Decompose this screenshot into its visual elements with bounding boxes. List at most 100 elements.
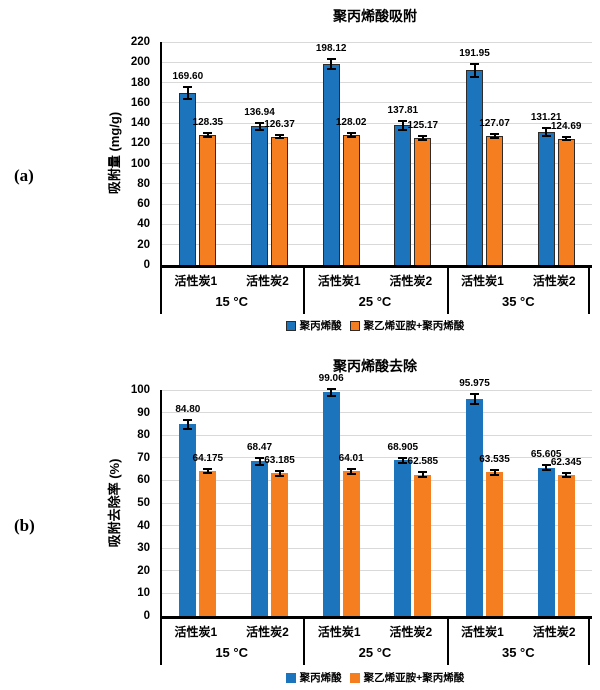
legend-item: 聚丙烯酸 xyxy=(285,318,342,333)
error-bar xyxy=(275,134,284,140)
bar-value-label: 95.975 xyxy=(459,378,490,390)
bar xyxy=(557,475,575,616)
error-bar xyxy=(561,136,571,142)
bar-value-label: 127.07 xyxy=(479,118,510,130)
axis-divider xyxy=(160,268,162,314)
subgroup-label: 活性炭1 xyxy=(461,625,504,639)
y-tick-label: 60 xyxy=(137,474,150,487)
y-tick-label: 80 xyxy=(137,429,150,442)
y-tick-label: 60 xyxy=(137,198,150,211)
error-bar xyxy=(418,135,428,142)
legend-swatch xyxy=(285,672,296,683)
legend-label: 聚乙烯亚胺+聚丙烯酸 xyxy=(363,672,465,684)
axis-divider xyxy=(588,268,590,314)
subgroup-label: 活性炭2 xyxy=(532,625,576,639)
bar-value-label: 191.95 xyxy=(459,48,490,60)
error-bar xyxy=(398,119,408,131)
bar-value-label: 68.905 xyxy=(387,441,419,453)
group-label: 35 °C xyxy=(501,294,535,309)
bar-value-label: 136.94 xyxy=(244,106,275,118)
panel-label-b: (b) xyxy=(14,516,35,535)
gridline xyxy=(162,479,592,481)
bar xyxy=(322,392,340,616)
bar-value-label: 124.69 xyxy=(550,121,582,133)
gridline xyxy=(162,203,592,205)
subgroup-label: 活性炭2 xyxy=(389,274,433,288)
subgroup-label: 活性炭2 xyxy=(389,625,433,639)
y-tick-label: 40 xyxy=(137,519,150,532)
error-bar xyxy=(183,418,193,430)
group-label: 15 °C xyxy=(215,294,248,309)
legend-item: 聚乙烯亚胺+聚丙烯酸 xyxy=(349,670,465,685)
error-bar xyxy=(203,131,213,138)
error-bar xyxy=(541,126,551,138)
error-bar xyxy=(183,85,193,101)
bar xyxy=(199,470,217,616)
y-tick-label: 0 xyxy=(143,610,150,622)
y-tick-label: 160 xyxy=(130,96,150,109)
gridline xyxy=(162,592,592,594)
error-bar xyxy=(346,132,356,139)
subgroup-label: 活性炭1 xyxy=(317,625,361,639)
subgroup-label: 活性炭1 xyxy=(174,274,218,288)
gridline xyxy=(162,223,592,225)
gridline xyxy=(162,502,592,504)
y-tick-label: 90 xyxy=(137,406,150,419)
gridline xyxy=(162,244,592,246)
y-axis-ticks: 0 20 40 60 80 100 120 140 160 180 200 220 xyxy=(104,36,150,271)
axis-divider xyxy=(303,268,306,314)
error-bar xyxy=(490,133,499,140)
bar xyxy=(251,461,268,616)
error-bar xyxy=(203,467,213,475)
subgroup-label: 活性炭1 xyxy=(317,274,361,288)
bar-value-label: 84.80 xyxy=(175,403,201,415)
legend-label: 聚丙烯酸 xyxy=(299,672,342,684)
bar-value-label: 128.35 xyxy=(192,116,224,128)
error-bar xyxy=(470,63,479,78)
error-bar xyxy=(326,387,336,397)
axis-divider xyxy=(303,619,306,665)
gridline xyxy=(162,82,592,84)
error-bar xyxy=(346,467,356,475)
error-bar xyxy=(326,58,336,71)
bar xyxy=(271,473,288,616)
bar-value-label: 68.47 xyxy=(246,441,273,453)
y-tick-label: 200 xyxy=(130,56,150,69)
bar xyxy=(414,474,432,616)
y-tick-label: 100 xyxy=(130,384,150,396)
legend-label: 聚丙烯酸 xyxy=(299,320,342,332)
subgroup-label: 活性炭1 xyxy=(461,274,504,288)
bar-value-label: 169.60 xyxy=(172,70,204,82)
error-bar xyxy=(255,121,264,131)
error-bar xyxy=(255,456,264,466)
legend-swatch xyxy=(285,320,296,331)
gridline xyxy=(162,412,592,414)
plot-area: 169.60 136.94 198.12 137.81 191.95 131.21 128.… xyxy=(160,41,592,268)
axis-divider xyxy=(588,619,590,665)
error-bar xyxy=(418,471,428,478)
gridline xyxy=(162,457,592,459)
y-tick-label: 220 xyxy=(130,36,150,48)
subgroup-label: 活性炭1 xyxy=(174,625,218,639)
y-axis-ticks: 0 10 20 30 40 50 60 70 80 90 100 xyxy=(104,384,150,622)
bar xyxy=(537,467,555,616)
legend-item: 聚乙烯亚胺+聚丙烯酸 xyxy=(349,318,465,333)
chart-a-title: 聚丙烯酸吸附 xyxy=(333,8,417,24)
y-tick-label: 40 xyxy=(137,218,150,231)
chart-b-title: 聚丙烯酸去除 xyxy=(333,358,417,374)
y-tick-label: 30 xyxy=(137,542,150,555)
group-label: 35 °C xyxy=(501,645,535,660)
bar-value-label: 126.37 xyxy=(264,119,295,131)
group-label: 25 °C xyxy=(358,294,392,309)
y-tick-label: 100 xyxy=(130,157,150,170)
bar xyxy=(394,460,412,616)
legend-label: 聚乙烯亚胺+聚丙烯酸 xyxy=(363,320,465,332)
bar-value-label: 63.535 xyxy=(479,454,510,466)
bar-value-label: 137.81 xyxy=(387,104,419,116)
gridline xyxy=(162,434,592,436)
category-axis: 活性炭1 活性炭2 活性炭1 活性炭2 活性炭1 活性炭2 15 °C 25 °C 35 °C xyxy=(160,619,590,665)
y-tick-label: 20 xyxy=(137,564,150,577)
error-bar xyxy=(275,469,284,477)
gridline xyxy=(162,183,592,185)
